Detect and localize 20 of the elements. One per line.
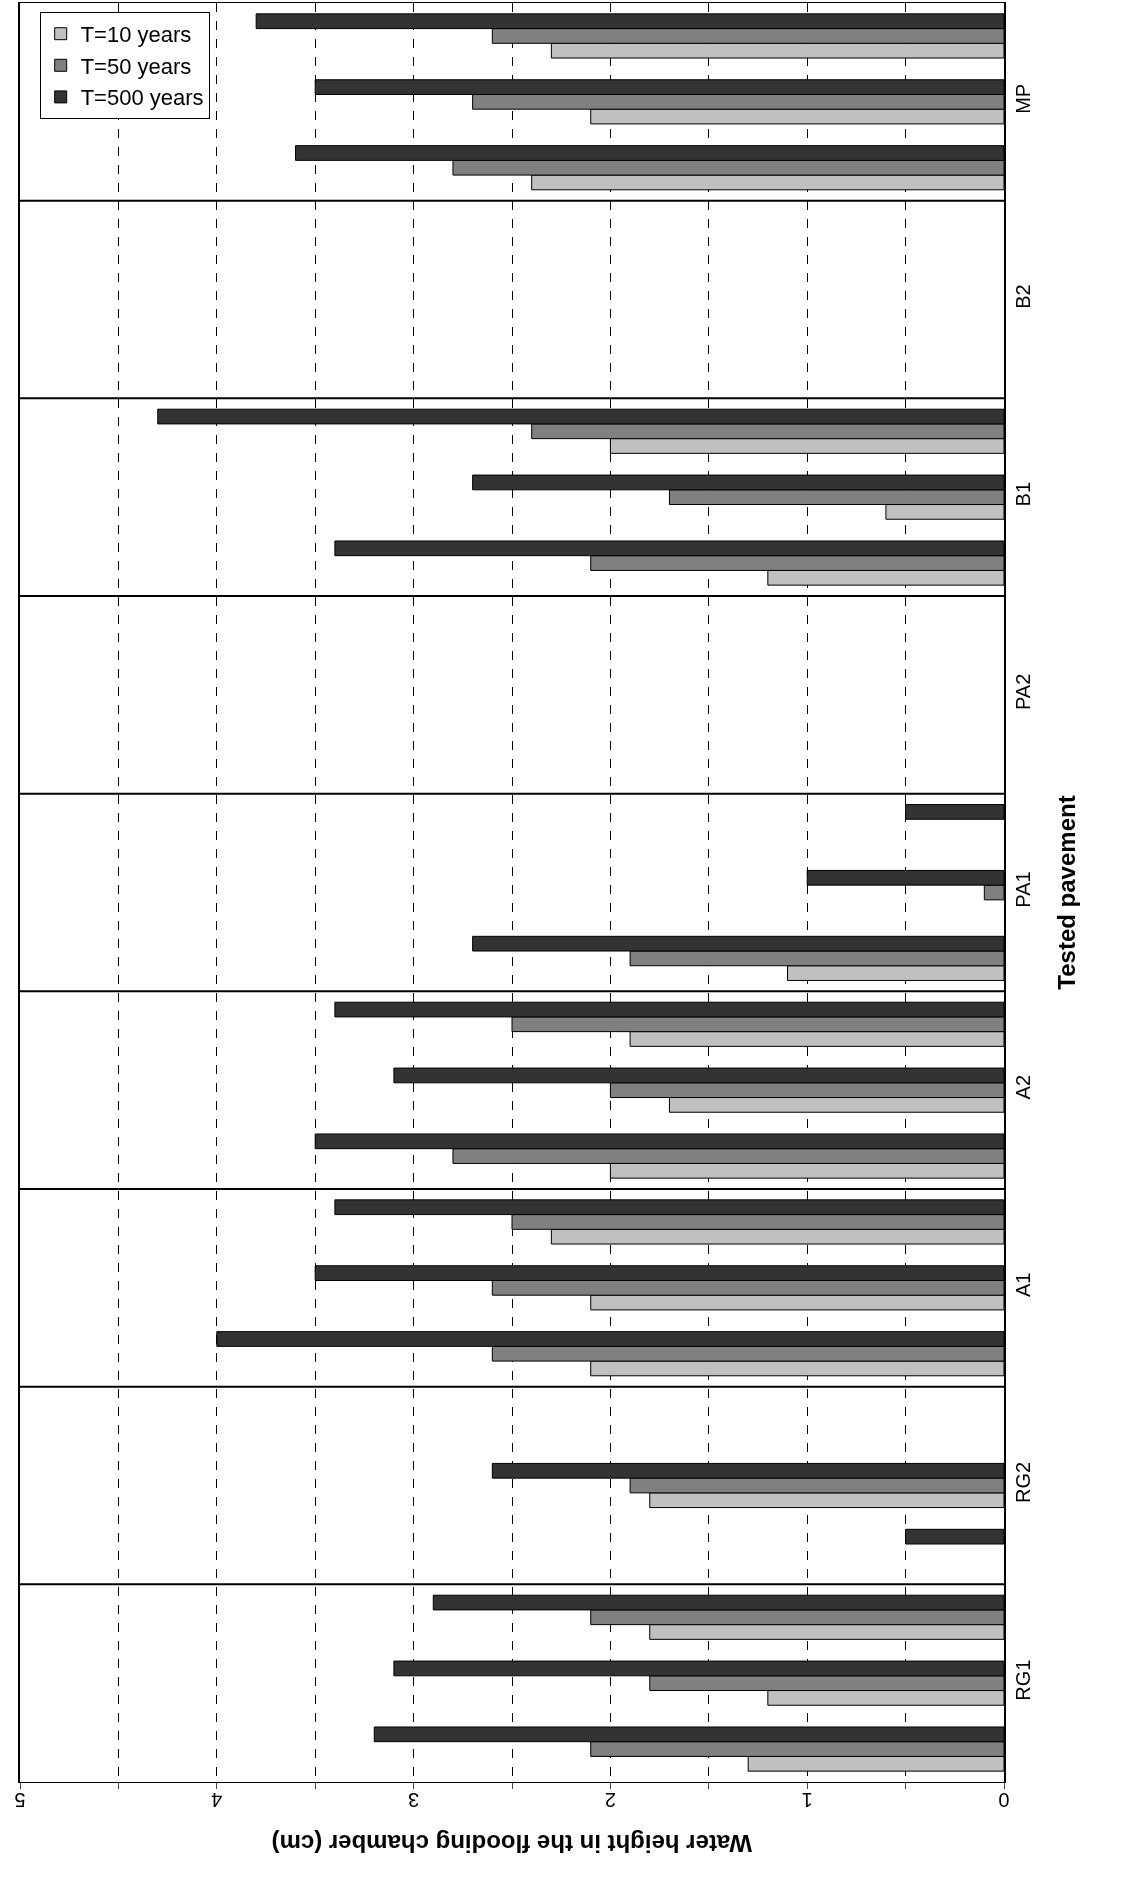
legend-label: T=500 years [80,85,204,111]
x-tick-label: 5 [14,1789,26,1811]
y-tick-label: PA2 [1012,673,1034,710]
x-tick-label: 1 [801,1789,813,1811]
y-tick-label: RG2 [1012,1461,1034,1504]
y-tick-label: B2 [1012,284,1034,309]
x-tick-label: 2 [604,1789,616,1811]
y-tick-label: A2 [1012,1074,1034,1100]
x-tick-label: 0 [998,1789,1010,1811]
x-tick-label: 3 [408,1789,420,1811]
y-axis-title: Tested pavement [1053,795,1080,990]
y-tick-label: A1 [1012,1272,1034,1298]
x-axis-title: Water height in the flooding chamber (cm) [271,1830,752,1857]
legend-label: T=10 years [80,22,192,48]
y-tick-label: PA1 [1012,871,1034,908]
y-tick-label: RG1 [1012,1659,1034,1701]
x-tick-label: 4 [211,1789,223,1811]
y-tick-label: B1 [1012,481,1034,507]
y-tick-label: MP [1012,83,1034,114]
legend-label: T=50 years [80,53,192,79]
